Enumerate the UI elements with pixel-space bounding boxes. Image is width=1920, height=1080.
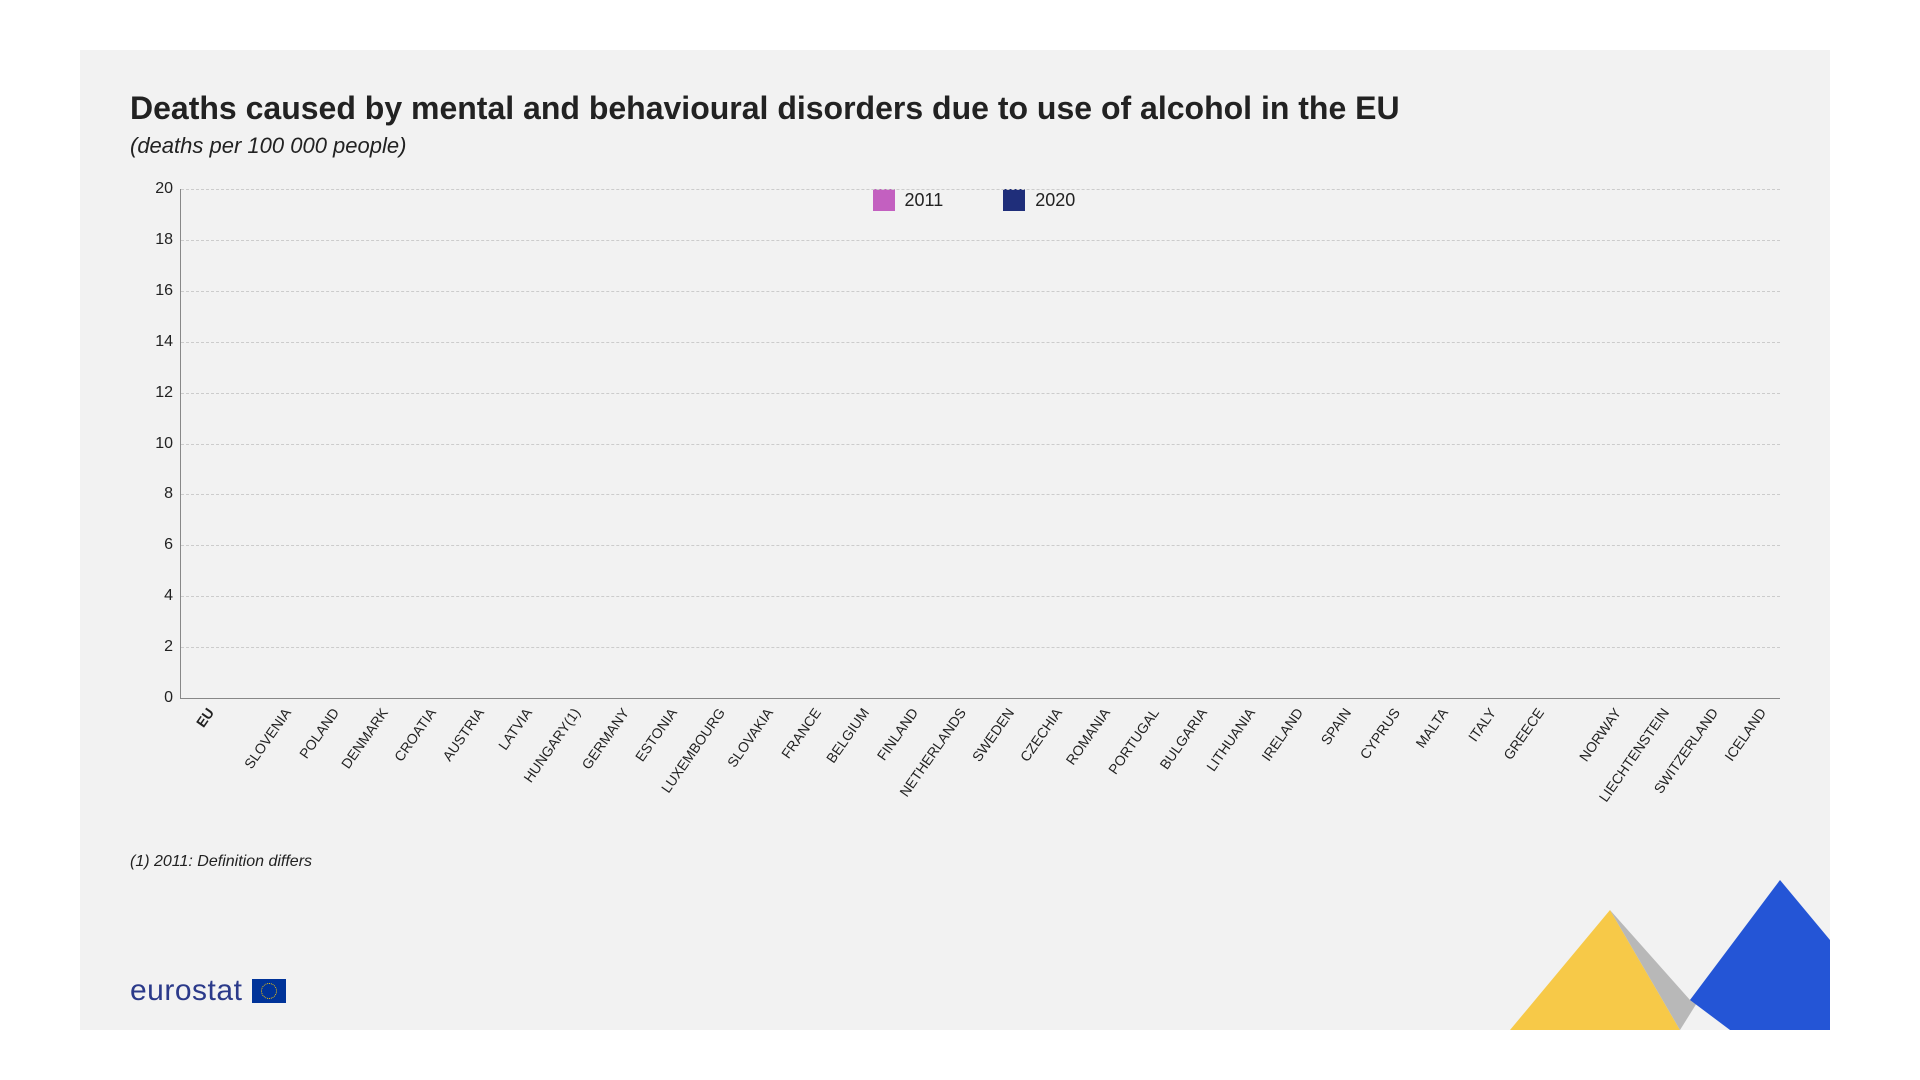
- gridline: [181, 545, 1780, 546]
- gridline: [181, 393, 1780, 394]
- y-tick-label: 10: [155, 435, 173, 453]
- y-tick-label: 20: [155, 180, 173, 198]
- plot-area: 02468101214161820: [180, 189, 1780, 699]
- y-tick-label: 6: [164, 536, 173, 554]
- y-tick-label: 18: [155, 231, 173, 249]
- chart-area: 2011 2020 02468101214161820 EUSLOVENIAPO…: [130, 189, 1780, 829]
- y-tick-label: 14: [155, 333, 173, 351]
- gridline: [181, 291, 1780, 292]
- gridline: [181, 342, 1780, 343]
- x-tick-label: ITALY: [1465, 705, 1499, 744]
- y-tick-label: 2: [164, 638, 173, 656]
- gridline: [181, 647, 1780, 648]
- y-tick-label: 12: [155, 384, 173, 402]
- y-tick-label: 0: [164, 689, 173, 707]
- x-tick-label: EU: [193, 705, 217, 730]
- footer-logo: eurostat: [130, 974, 286, 1008]
- y-tick-label: 8: [164, 485, 173, 503]
- chart-card: Deaths caused by mental and behavioural …: [80, 50, 1830, 1030]
- corner-swoosh-icon: [1470, 870, 1830, 1030]
- eu-flag-icon: [252, 979, 286, 1003]
- y-tick-label: 16: [155, 282, 173, 300]
- x-tick-label: LATVIA: [495, 705, 535, 753]
- x-tick-label: MALTA: [1412, 705, 1451, 751]
- gridline: [181, 596, 1780, 597]
- y-tick-label: 4: [164, 587, 173, 605]
- x-tick-label: SPAIN: [1318, 705, 1355, 748]
- logo-text: eurostat: [130, 974, 242, 1008]
- footnote: (1) 2011: Definition differs: [130, 853, 1780, 871]
- chart-title: Deaths caused by mental and behavioural …: [130, 90, 1780, 127]
- gridline: [181, 240, 1780, 241]
- x-axis-labels: EUSLOVENIAPOLANDDENMARKCROATIAAUSTRIALAT…: [180, 699, 1780, 829]
- gridline: [181, 444, 1780, 445]
- gridline: [181, 189, 1780, 190]
- chart-subtitle: (deaths per 100 000 people): [130, 133, 1780, 159]
- gridline: [181, 494, 1780, 495]
